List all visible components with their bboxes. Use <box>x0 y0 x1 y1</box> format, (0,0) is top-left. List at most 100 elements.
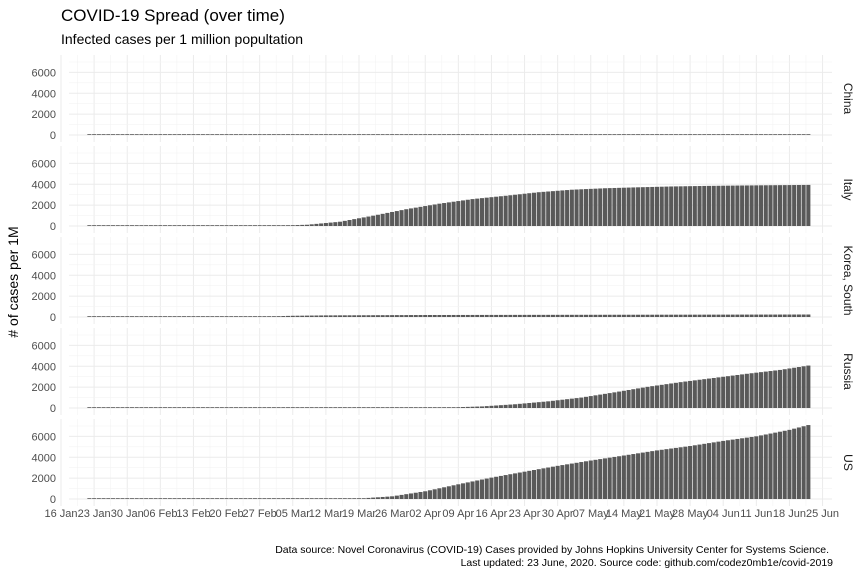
bar <box>200 225 205 226</box>
bar <box>139 225 144 226</box>
bar <box>612 314 617 317</box>
facet-strip-label: Korea, South <box>841 245 855 315</box>
bar <box>456 407 461 408</box>
bar <box>338 407 343 408</box>
x-tick-label: 12 Mar <box>309 508 344 520</box>
bar <box>754 134 759 135</box>
bar <box>314 315 319 317</box>
bar <box>730 134 735 135</box>
bar <box>716 134 721 135</box>
bar <box>87 316 92 317</box>
bar <box>777 134 783 135</box>
bar <box>654 450 660 499</box>
bar <box>96 225 101 226</box>
bar <box>787 314 792 317</box>
bar <box>309 407 314 408</box>
bar <box>271 407 276 408</box>
bar <box>92 498 97 499</box>
bar <box>744 373 749 408</box>
bar <box>446 314 451 317</box>
bar <box>257 225 262 226</box>
bar <box>763 134 768 135</box>
bar <box>333 134 338 135</box>
bar <box>153 407 158 408</box>
bar <box>640 314 645 317</box>
bar <box>295 407 300 408</box>
bar <box>494 476 499 499</box>
bar <box>120 225 125 226</box>
bar <box>144 134 149 135</box>
bar <box>711 185 716 226</box>
bar <box>356 315 362 317</box>
bar <box>626 389 631 408</box>
bar <box>262 134 267 135</box>
bar <box>782 430 787 499</box>
x-tick-label: 16 Apr <box>476 508 508 520</box>
bar <box>763 314 768 317</box>
bar <box>191 407 196 408</box>
bar <box>300 224 305 226</box>
bar <box>210 225 215 226</box>
bar <box>262 225 267 226</box>
bar <box>569 314 574 317</box>
x-tick-label: 25 Jun <box>806 508 839 520</box>
bar <box>768 185 773 226</box>
bar <box>437 488 442 499</box>
bar <box>806 184 811 226</box>
bar <box>759 372 764 408</box>
bar <box>172 498 177 499</box>
bar <box>461 483 466 499</box>
bar <box>319 315 324 317</box>
y-tick-label: 6000 <box>32 67 56 79</box>
bar <box>233 134 239 135</box>
bar <box>565 464 570 499</box>
bar <box>111 316 116 317</box>
bar <box>252 316 257 317</box>
bar <box>115 498 120 499</box>
bar <box>617 134 622 135</box>
bar <box>177 134 182 135</box>
bar <box>560 134 565 135</box>
bar <box>569 398 574 408</box>
bar <box>300 498 305 499</box>
bar <box>669 314 674 317</box>
bar <box>139 134 144 135</box>
bar <box>598 459 603 499</box>
x-tick-label: 04 Jun <box>707 508 740 520</box>
bar <box>744 185 749 226</box>
bar <box>328 222 333 226</box>
bar <box>588 188 593 226</box>
bar <box>782 185 787 226</box>
bar <box>394 134 399 135</box>
bar <box>796 184 801 226</box>
bar <box>645 314 650 317</box>
bar <box>139 407 144 408</box>
bar <box>134 225 139 226</box>
bar <box>787 368 792 408</box>
bar <box>498 134 503 135</box>
bar <box>612 134 617 135</box>
facet-panel: 0 2000 4000 6000 China <box>32 55 855 142</box>
bar <box>186 498 191 499</box>
bar <box>555 134 560 135</box>
bar <box>342 220 347 226</box>
bar <box>432 489 437 499</box>
bar <box>323 223 328 226</box>
bar <box>489 134 494 135</box>
bar <box>210 134 215 135</box>
bar <box>328 498 333 499</box>
bar <box>470 481 475 499</box>
bar <box>248 225 253 226</box>
bar <box>749 373 754 408</box>
bar <box>735 134 740 135</box>
bar <box>238 498 243 499</box>
bar <box>673 314 678 317</box>
bar <box>96 498 101 499</box>
bar <box>569 463 574 499</box>
bar <box>238 134 243 135</box>
bar <box>101 225 106 226</box>
bar <box>356 218 362 226</box>
bar <box>437 407 442 408</box>
y-tick-label: 2000 <box>32 109 56 121</box>
bar <box>219 134 224 135</box>
